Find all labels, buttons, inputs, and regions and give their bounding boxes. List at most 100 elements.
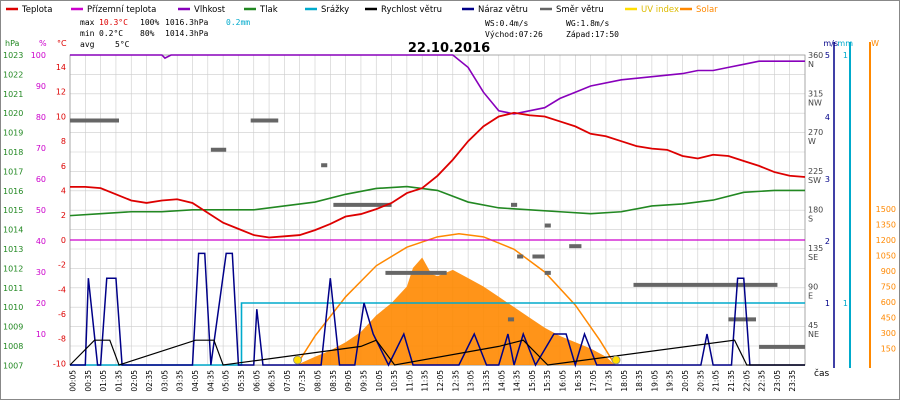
x-tick-label: 00:05 bbox=[69, 370, 78, 392]
x-tick-label: 05:35 bbox=[237, 370, 246, 392]
stat-max-hum: 100% bbox=[140, 18, 159, 27]
x-tick-label: 18:35 bbox=[635, 370, 644, 392]
stats-panel: max 10.3°C 100% 1016.3hPa 0.2mm min 0.2°C 80% 10… bbox=[80, 18, 250, 49]
wind-gust-line bbox=[70, 252, 805, 368]
tick-hpa: 1010 bbox=[3, 303, 23, 312]
x-tick-label: 11:35 bbox=[421, 370, 430, 392]
tick-percent: 30 bbox=[36, 268, 46, 277]
info-wg: WG:1.8m/s bbox=[566, 19, 610, 28]
legend-item: Rychlost větru bbox=[365, 5, 442, 15]
x-tick-label: 04:05 bbox=[191, 370, 200, 392]
x-tick-label: 15:05 bbox=[528, 370, 537, 392]
tick-percent: 100 bbox=[31, 51, 46, 60]
tick-hpa: 1021 bbox=[3, 90, 23, 99]
tick-hpa: 1016 bbox=[3, 187, 23, 196]
tick-direction: 315 bbox=[808, 90, 823, 99]
x-tick-label: 16:35 bbox=[574, 370, 583, 392]
tick-w: 600 bbox=[881, 298, 896, 307]
tick-temp: -8 bbox=[58, 335, 66, 344]
legend-item: Přízemní teplota bbox=[71, 5, 156, 15]
tick-percent: 10 bbox=[36, 330, 46, 339]
legend-item: Vlhkost bbox=[178, 5, 226, 15]
tick-temp: -10 bbox=[53, 359, 66, 368]
stat-min-temp: 0.2°C bbox=[99, 29, 123, 38]
stat-min-press: 1014.3hPa bbox=[165, 29, 209, 38]
tick-direction: 270 bbox=[808, 128, 823, 137]
x-tick-label: 03:05 bbox=[160, 370, 169, 392]
legend-item: Náraz větru bbox=[462, 5, 528, 15]
x-tick-label: 09:35 bbox=[359, 370, 368, 392]
tick-compass: SW bbox=[808, 176, 821, 185]
legend-label: Náraz větru bbox=[478, 5, 528, 15]
sun-wind-info: WS:0.4m/s WG:1.8m/s Východ:07:26 Západ:1… bbox=[485, 19, 619, 39]
tick-compass: N bbox=[808, 60, 814, 69]
stat-max-press: 1016.3hPa bbox=[165, 18, 209, 27]
stat-max-rain: 0.2mm bbox=[226, 18, 250, 27]
tick-compass: S bbox=[808, 214, 813, 223]
x-tick-label: 23:35 bbox=[788, 370, 797, 392]
x-tick-label: 10:35 bbox=[390, 370, 399, 392]
x-tick-label: 07:05 bbox=[283, 370, 292, 392]
tick-compass: NE bbox=[808, 330, 819, 339]
tick-compass: SE bbox=[808, 253, 818, 262]
tick-hpa: 1022 bbox=[3, 70, 23, 79]
x-tick-label: 08:05 bbox=[314, 370, 323, 392]
x-tick-label: 14:35 bbox=[513, 370, 522, 392]
tick-direction: 135 bbox=[808, 244, 823, 253]
x-tick-label: 15:35 bbox=[543, 370, 552, 392]
legend-label: UV index bbox=[641, 5, 679, 15]
tick-w: 1500 bbox=[876, 205, 896, 214]
x-tick-label: 12:35 bbox=[451, 370, 460, 392]
chart-title: 22.10.2016 bbox=[408, 41, 490, 56]
axis-title-percent: % bbox=[39, 39, 47, 48]
x-tick-label: 16:05 bbox=[559, 370, 568, 392]
x-tick-label: 20:05 bbox=[681, 370, 690, 392]
axis-title-mm: mm bbox=[837, 39, 853, 48]
legend-item: Směr větru bbox=[540, 5, 604, 15]
info-sunrise: Východ:07:26 bbox=[485, 30, 543, 39]
tick-percent: 20 bbox=[36, 299, 46, 308]
x-tick-label: 01:35 bbox=[114, 370, 123, 392]
tick-hpa: 1008 bbox=[3, 342, 23, 351]
tick-w: 300 bbox=[881, 329, 896, 338]
stat-max-label: max bbox=[80, 18, 95, 27]
tick-w: 750 bbox=[881, 283, 896, 292]
x-tick-label: 17:35 bbox=[604, 370, 613, 392]
tick-percent: 60 bbox=[36, 175, 46, 184]
x-tick-label: 08:35 bbox=[329, 370, 338, 392]
x-tick-label: 13:05 bbox=[467, 370, 476, 392]
legend-item: Solar bbox=[680, 5, 718, 15]
x-tick-label: 13:35 bbox=[482, 370, 491, 392]
tick-direction: 225 bbox=[808, 167, 823, 176]
tick-hpa: 1019 bbox=[3, 129, 23, 138]
x-tick-label: 06:35 bbox=[268, 370, 277, 392]
solar-area bbox=[296, 257, 616, 365]
stat-min-label: min bbox=[80, 29, 95, 38]
x-tick-label: 11:05 bbox=[405, 370, 414, 392]
axis-title-temp: °C bbox=[57, 39, 67, 48]
tick-hpa: 1014 bbox=[3, 226, 23, 235]
x-tick-label: 21:35 bbox=[727, 370, 736, 392]
info-sunset: Západ:17:50 bbox=[566, 30, 619, 39]
x-tick-label: 07:35 bbox=[298, 370, 307, 392]
humidity-line bbox=[70, 54, 805, 115]
x-tick-label: 20:35 bbox=[696, 370, 705, 392]
legend-label: Teplota bbox=[21, 5, 52, 15]
tick-direction: 45 bbox=[808, 321, 818, 330]
x-tick-label: 12:05 bbox=[436, 370, 445, 392]
x-tick-label: 05:05 bbox=[222, 370, 231, 392]
tick-direction: 360 bbox=[808, 51, 823, 60]
x-tick-label: 04:35 bbox=[206, 370, 215, 392]
tick-temp: -6 bbox=[58, 310, 66, 319]
legend-label: Srážky bbox=[321, 5, 349, 15]
tick-hpa: 1009 bbox=[3, 323, 23, 332]
tick-ms: 2 bbox=[825, 237, 830, 246]
tick-temp: 8 bbox=[61, 137, 66, 146]
x-tick-label: 22:05 bbox=[742, 370, 751, 392]
solar-max-line bbox=[295, 232, 616, 366]
sun-marker bbox=[611, 355, 621, 365]
legend-label: Vlhkost bbox=[194, 5, 226, 15]
tick-compass: W bbox=[808, 137, 816, 146]
tick-hpa: 1023 bbox=[3, 51, 23, 60]
